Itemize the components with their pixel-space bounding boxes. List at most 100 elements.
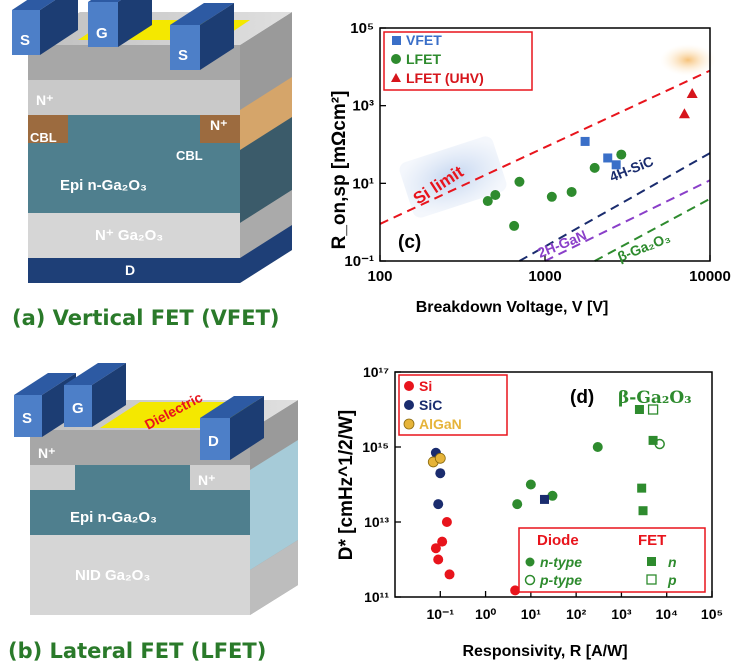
legend-si-marker: [404, 381, 414, 391]
n-fet-point: [539, 494, 549, 504]
lfet-source-label: S: [22, 410, 32, 427]
lfet-point: [490, 190, 501, 201]
sic-point: [435, 468, 446, 479]
vfet-device: [12, 0, 292, 283]
chart-d-legend-box: [398, 374, 508, 436]
chart-c-ytick-label: 10¹: [352, 175, 374, 192]
chart-d-annotation: β-Ga₂O₃: [618, 388, 692, 408]
lfet-point: [589, 162, 600, 173]
ga2o3-limit-line: [594, 197, 711, 262]
n-type-diode-point: [525, 479, 536, 490]
chart-c-ytick-label: 10⁻¹: [344, 253, 374, 270]
legend-sic-label: SiC: [419, 397, 442, 413]
sic-limit-line: [518, 152, 711, 262]
lfet-point: [514, 176, 525, 187]
chart-c-ylabel: R_on,sp [mΩcm²]: [329, 91, 350, 250]
chart-d-panel-label: (d): [570, 387, 594, 408]
lfet-device: [14, 363, 298, 615]
vfet-nplus-left-label: N⁺: [36, 92, 54, 108]
lfet-substrate-label: NID Ga₂O₃: [75, 567, 150, 584]
legend-p-type-marker: [524, 574, 536, 586]
chart-d-legend-devices: Diode FET n-type p-type n p: [518, 527, 706, 593]
uhv-highlight-region: [660, 44, 716, 76]
chart-d-ytick-label: 10¹⁷: [363, 364, 389, 380]
ga2o3-limit-label: β-Ga₂O₃: [615, 229, 672, 265]
sic-point: [433, 499, 444, 510]
n-type-diode-point: [512, 499, 523, 510]
lfet-point: [546, 191, 557, 202]
vfet-drain-label: D: [125, 262, 135, 278]
chart-d-legend2-box: [518, 527, 706, 593]
p-fet-point: [647, 404, 659, 415]
legend-lfet-uhv-label: LFET (UHV): [406, 70, 484, 86]
vfet-point: [611, 160, 621, 170]
vfet-cbl-right-label: CBL: [176, 148, 203, 163]
si-point: [510, 585, 521, 596]
chart-d-xtick-label: 10⁵: [701, 606, 723, 622]
legend-lfet-uhv-marker: [391, 73, 401, 82]
chart-d-ytick-label: 10¹³: [364, 514, 389, 530]
lfet-gate-label: G: [72, 400, 84, 417]
chart-d-xtick-label: 10⁰: [475, 606, 497, 622]
chart-d-xtick-label: 10⁻¹: [426, 606, 454, 622]
legend-vfet-marker: [392, 36, 401, 45]
lfet-point: [616, 149, 627, 160]
chart-d-xtick-label: 10³: [611, 606, 632, 622]
chart-c-xtick-label: 1000: [528, 268, 561, 285]
vfet-point: [580, 136, 590, 146]
chart-d-xtick-label: 10¹: [521, 606, 542, 622]
si-point: [433, 554, 444, 565]
n-type-diode-point: [547, 490, 558, 501]
chart-c-ytick-label: 10⁵: [350, 20, 374, 37]
vfet-epi-label: Epi n-Ga₂O₃: [60, 177, 147, 194]
chart-d-xtick-label: 10⁴: [655, 606, 678, 622]
si-point: [430, 543, 441, 554]
si-limit-line: [379, 69, 711, 225]
legend-lfet-label: LFET: [406, 51, 441, 67]
lfet-nplus-right-label: N⁺: [198, 472, 216, 488]
chart-d-ytick-label: 10¹¹: [364, 589, 389, 605]
chart-c-xtick-label: 10000: [689, 268, 731, 285]
legend-n-type-marker: [525, 557, 535, 567]
chart-d-frame: [394, 371, 713, 598]
chart-c-legend: VFET LFET LFET (UHV): [383, 31, 533, 91]
legend-n-type-label: n-type: [540, 554, 582, 570]
chart-c-panel-label: (c): [398, 232, 421, 253]
legend-sic-marker: [404, 400, 414, 410]
legend-diode-title: Diode: [537, 532, 579, 549]
vfet-cbl-left-label: CBL: [30, 130, 57, 145]
chart-d-ytick-label: 10¹⁵: [362, 439, 389, 455]
lfet-highlight-region: [399, 136, 507, 218]
legend-fet-title: FET: [638, 532, 666, 549]
legend-p-fet-label: p: [667, 572, 677, 588]
vfet-labels: S G S N⁺ N⁺ CBL CBL Epi n-Ga₂O₃ N⁺ Ga₂O₃…: [20, 25, 228, 278]
chart-c-xtick-label: 100: [367, 268, 392, 285]
lfet-epi-label: Epi n-Ga₂O₃: [70, 509, 157, 526]
sic-limit-label: 4H-SiC: [607, 153, 656, 185]
lfet-nplus-left-label: N⁺: [38, 445, 56, 461]
vfet-source-left-label: S: [20, 32, 30, 49]
chart-c-legend-box: [383, 31, 533, 91]
vfet-nplus-right-label: N⁺: [210, 117, 228, 133]
legend-si-label: Si: [419, 378, 432, 394]
n-type-diode-point: [592, 442, 603, 452]
legend-lfet-marker: [391, 54, 401, 64]
chart-c: 100 1000 10000 10⁻¹ 10¹ 10³ 10⁵ Breakdown Volt…: [329, 20, 731, 316]
n-fet-point: [637, 483, 647, 493]
si-point: [441, 517, 452, 527]
panel-a-caption: (a) Vertical FET (VFET): [12, 306, 280, 330]
lfet-drain-label: D: [208, 433, 219, 450]
legend-algan-marker: [403, 418, 415, 430]
vfet-source-right-label: S: [178, 47, 188, 64]
lfet-point: [566, 186, 577, 197]
n-fet-point: [648, 435, 658, 445]
legend-p-fet-marker: [646, 574, 657, 585]
vfet-gate-label: G: [96, 25, 108, 42]
si-point: [437, 536, 448, 547]
n-fet-point: [634, 405, 644, 414]
legend-vfet-label: VFET: [406, 32, 442, 48]
n-fet-point: [638, 506, 648, 516]
chart-d-xtick-label: 10²: [566, 606, 587, 622]
vfet-point: [603, 153, 613, 163]
